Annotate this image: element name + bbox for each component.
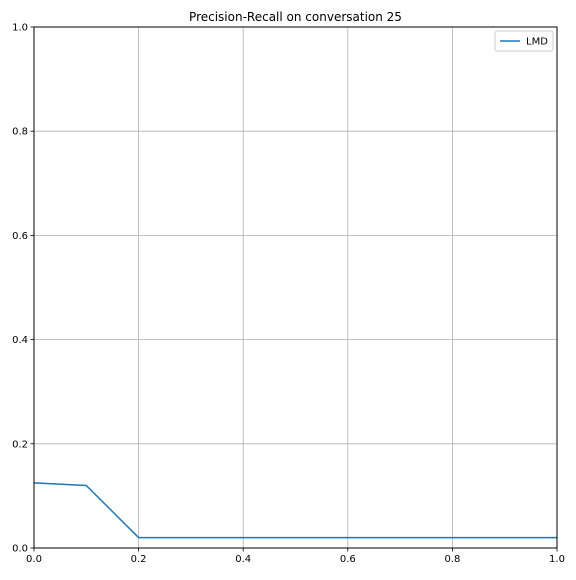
- x-tick-label: 1.0: [549, 554, 565, 565]
- chart-title: Precision-Recall on conversation 25: [189, 10, 402, 24]
- y-tick-label: 0.4: [12, 335, 28, 346]
- plot-frame: [33, 26, 558, 549]
- x-tick-label: 0.8: [444, 554, 460, 565]
- y-tick-label: 0.8: [12, 127, 28, 138]
- x-tick-label: 0.4: [235, 554, 251, 565]
- legend-label: LMD: [526, 37, 548, 48]
- y-tick-label: 1.0: [12, 23, 28, 34]
- axis-ticks: 0.0 0.2 0.4 0.6 0.8 1.0 0.0 0.2 0.4 0.6 0.8 1.0: [12, 23, 565, 566]
- x-tick-label: 0.6: [340, 554, 356, 565]
- x-tick-label: 0.2: [131, 554, 147, 565]
- y-tick-label: 0.2: [12, 439, 28, 450]
- legend-box: [494, 30, 554, 52]
- series-line-lmd: [33, 482, 557, 539]
- legend: LMD: [494, 30, 554, 52]
- series-layer: [33, 482, 557, 539]
- y-tick-label: 0.0: [12, 544, 28, 555]
- y-tick-label: 0.6: [12, 231, 28, 242]
- x-tick-label: 0.0: [26, 554, 42, 565]
